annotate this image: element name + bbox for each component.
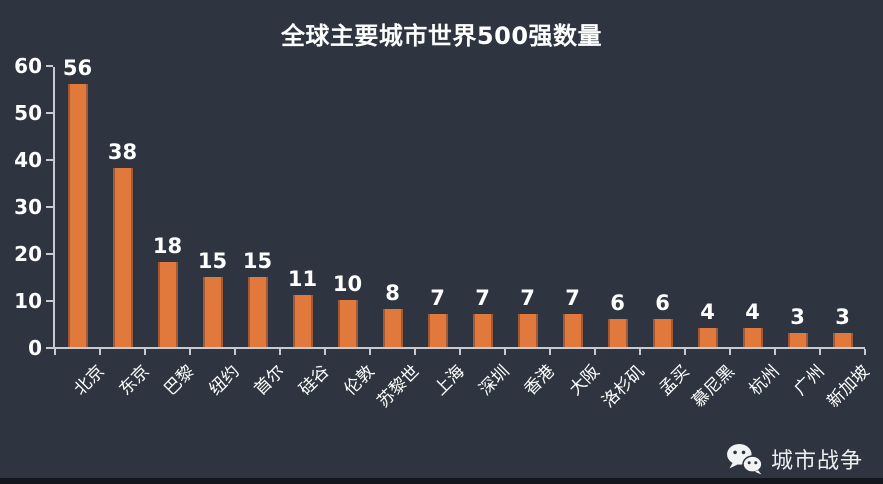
bar-北京 — [67, 83, 88, 347]
bar-value-label: 7 — [430, 286, 445, 311]
y-axis-tick — [46, 206, 53, 208]
x-category-label: 香港 — [519, 361, 559, 400]
x-axis-tick — [504, 349, 506, 355]
x-axis-tick — [594, 349, 596, 355]
x-category-label: 慕尼黑 — [687, 361, 739, 412]
y-axis-tick-label: 10 — [14, 289, 42, 313]
bar-value-label: 7 — [475, 286, 490, 311]
y-axis-tick — [46, 159, 53, 161]
bar-伦敦 — [337, 300, 358, 347]
x-axis-tick — [189, 349, 191, 355]
x-category-label: 深圳 — [474, 361, 514, 400]
x-axis-tick — [99, 349, 101, 355]
y-axis-tick-label: 40 — [14, 148, 42, 172]
y-axis-tick-label: 20 — [14, 242, 42, 266]
bar-value-label: 8 — [385, 281, 400, 306]
x-category-label: 洛杉矶 — [597, 361, 649, 412]
bar-value-label: 10 — [332, 272, 363, 296]
bottom-strip — [0, 478, 883, 484]
x-axis-tick — [639, 349, 641, 355]
bar-孟买 — [652, 318, 673, 347]
x-axis-tick — [819, 349, 821, 355]
bar-巴黎 — [157, 262, 178, 347]
x-category-label: 新加坡 — [822, 361, 874, 412]
bar-value-label: 15 — [197, 248, 228, 273]
bar-慕尼黑 — [697, 328, 718, 347]
bar-value-label: 7 — [565, 286, 580, 311]
x-axis-tick — [234, 349, 236, 355]
x-category-label: 纽约 — [204, 361, 244, 400]
bar-杭州 — [742, 328, 763, 347]
bar-value-label: 3 — [835, 304, 850, 329]
x-axis-tick — [684, 349, 686, 355]
x-category-label: 苏黎世 — [372, 361, 424, 412]
x-axis-tick — [414, 349, 416, 355]
bar-纽约 — [202, 276, 223, 347]
plot-area — [53, 67, 865, 349]
x-axis-tick — [549, 349, 551, 355]
bar-广州 — [787, 332, 808, 347]
x-axis-tick — [54, 349, 56, 355]
watermark-label: 城市战争 — [770, 449, 863, 474]
x-category-label: 杭州 — [744, 361, 784, 400]
y-axis-tick — [46, 65, 53, 67]
bar-深圳 — [472, 314, 493, 347]
y-axis-tick — [46, 112, 53, 114]
y-axis-tick — [46, 347, 53, 349]
bar-硅谷 — [292, 295, 313, 347]
x-category-label: 巴黎 — [159, 361, 199, 400]
wechat-icon — [725, 443, 763, 475]
bar-香港 — [517, 314, 538, 347]
x-category-label: 硅谷 — [294, 361, 334, 400]
bar-value-label: 15 — [242, 248, 273, 273]
x-category-label: 上海 — [429, 361, 469, 400]
bar-苏黎世 — [382, 309, 403, 347]
x-axis-tick — [864, 349, 866, 355]
x-axis-tick — [459, 349, 461, 355]
bar-value-label: 4 — [700, 300, 715, 325]
bar-洛杉矶 — [607, 318, 628, 347]
bar-新加坡 — [832, 332, 853, 347]
bar-value-label: 18 — [152, 234, 183, 259]
bar-value-label: 6 — [610, 290, 625, 315]
bar-value-label: 38 — [107, 140, 138, 165]
bar-东京 — [112, 168, 133, 347]
bar-value-label: 3 — [790, 304, 805, 329]
x-axis-tick — [369, 349, 371, 355]
watermark: 城市战争 — [725, 443, 863, 475]
bar-value-label: 7 — [520, 286, 535, 311]
x-axis-tick — [774, 349, 776, 355]
x-category-label: 东京 — [114, 361, 154, 400]
x-axis-tick — [729, 349, 731, 355]
y-axis-tick-label: 30 — [14, 195, 42, 219]
bar-首尔 — [247, 276, 268, 347]
x-axis-tick — [144, 349, 146, 355]
y-axis-tick-label: 0 — [28, 336, 42, 360]
y-axis-tick — [46, 300, 53, 302]
bar-上海 — [427, 314, 448, 347]
x-axis-tick — [324, 349, 326, 355]
bar-value-label: 4 — [745, 300, 760, 325]
bar-value-label: 56 — [62, 55, 93, 80]
y-axis-tick-label: 50 — [14, 101, 42, 125]
y-axis-tick — [46, 253, 53, 255]
chart-title: 全球主要城市世界500强数量 — [280, 22, 603, 50]
x-axis-tick — [279, 349, 281, 355]
bar-value-label: 6 — [655, 290, 670, 315]
y-axis-tick-label: 60 — [14, 54, 42, 78]
bar-value-label: 11 — [287, 267, 318, 292]
x-category-label: 首尔 — [249, 361, 289, 400]
bar-大阪 — [562, 314, 583, 347]
x-category-label: 北京 — [69, 361, 109, 400]
